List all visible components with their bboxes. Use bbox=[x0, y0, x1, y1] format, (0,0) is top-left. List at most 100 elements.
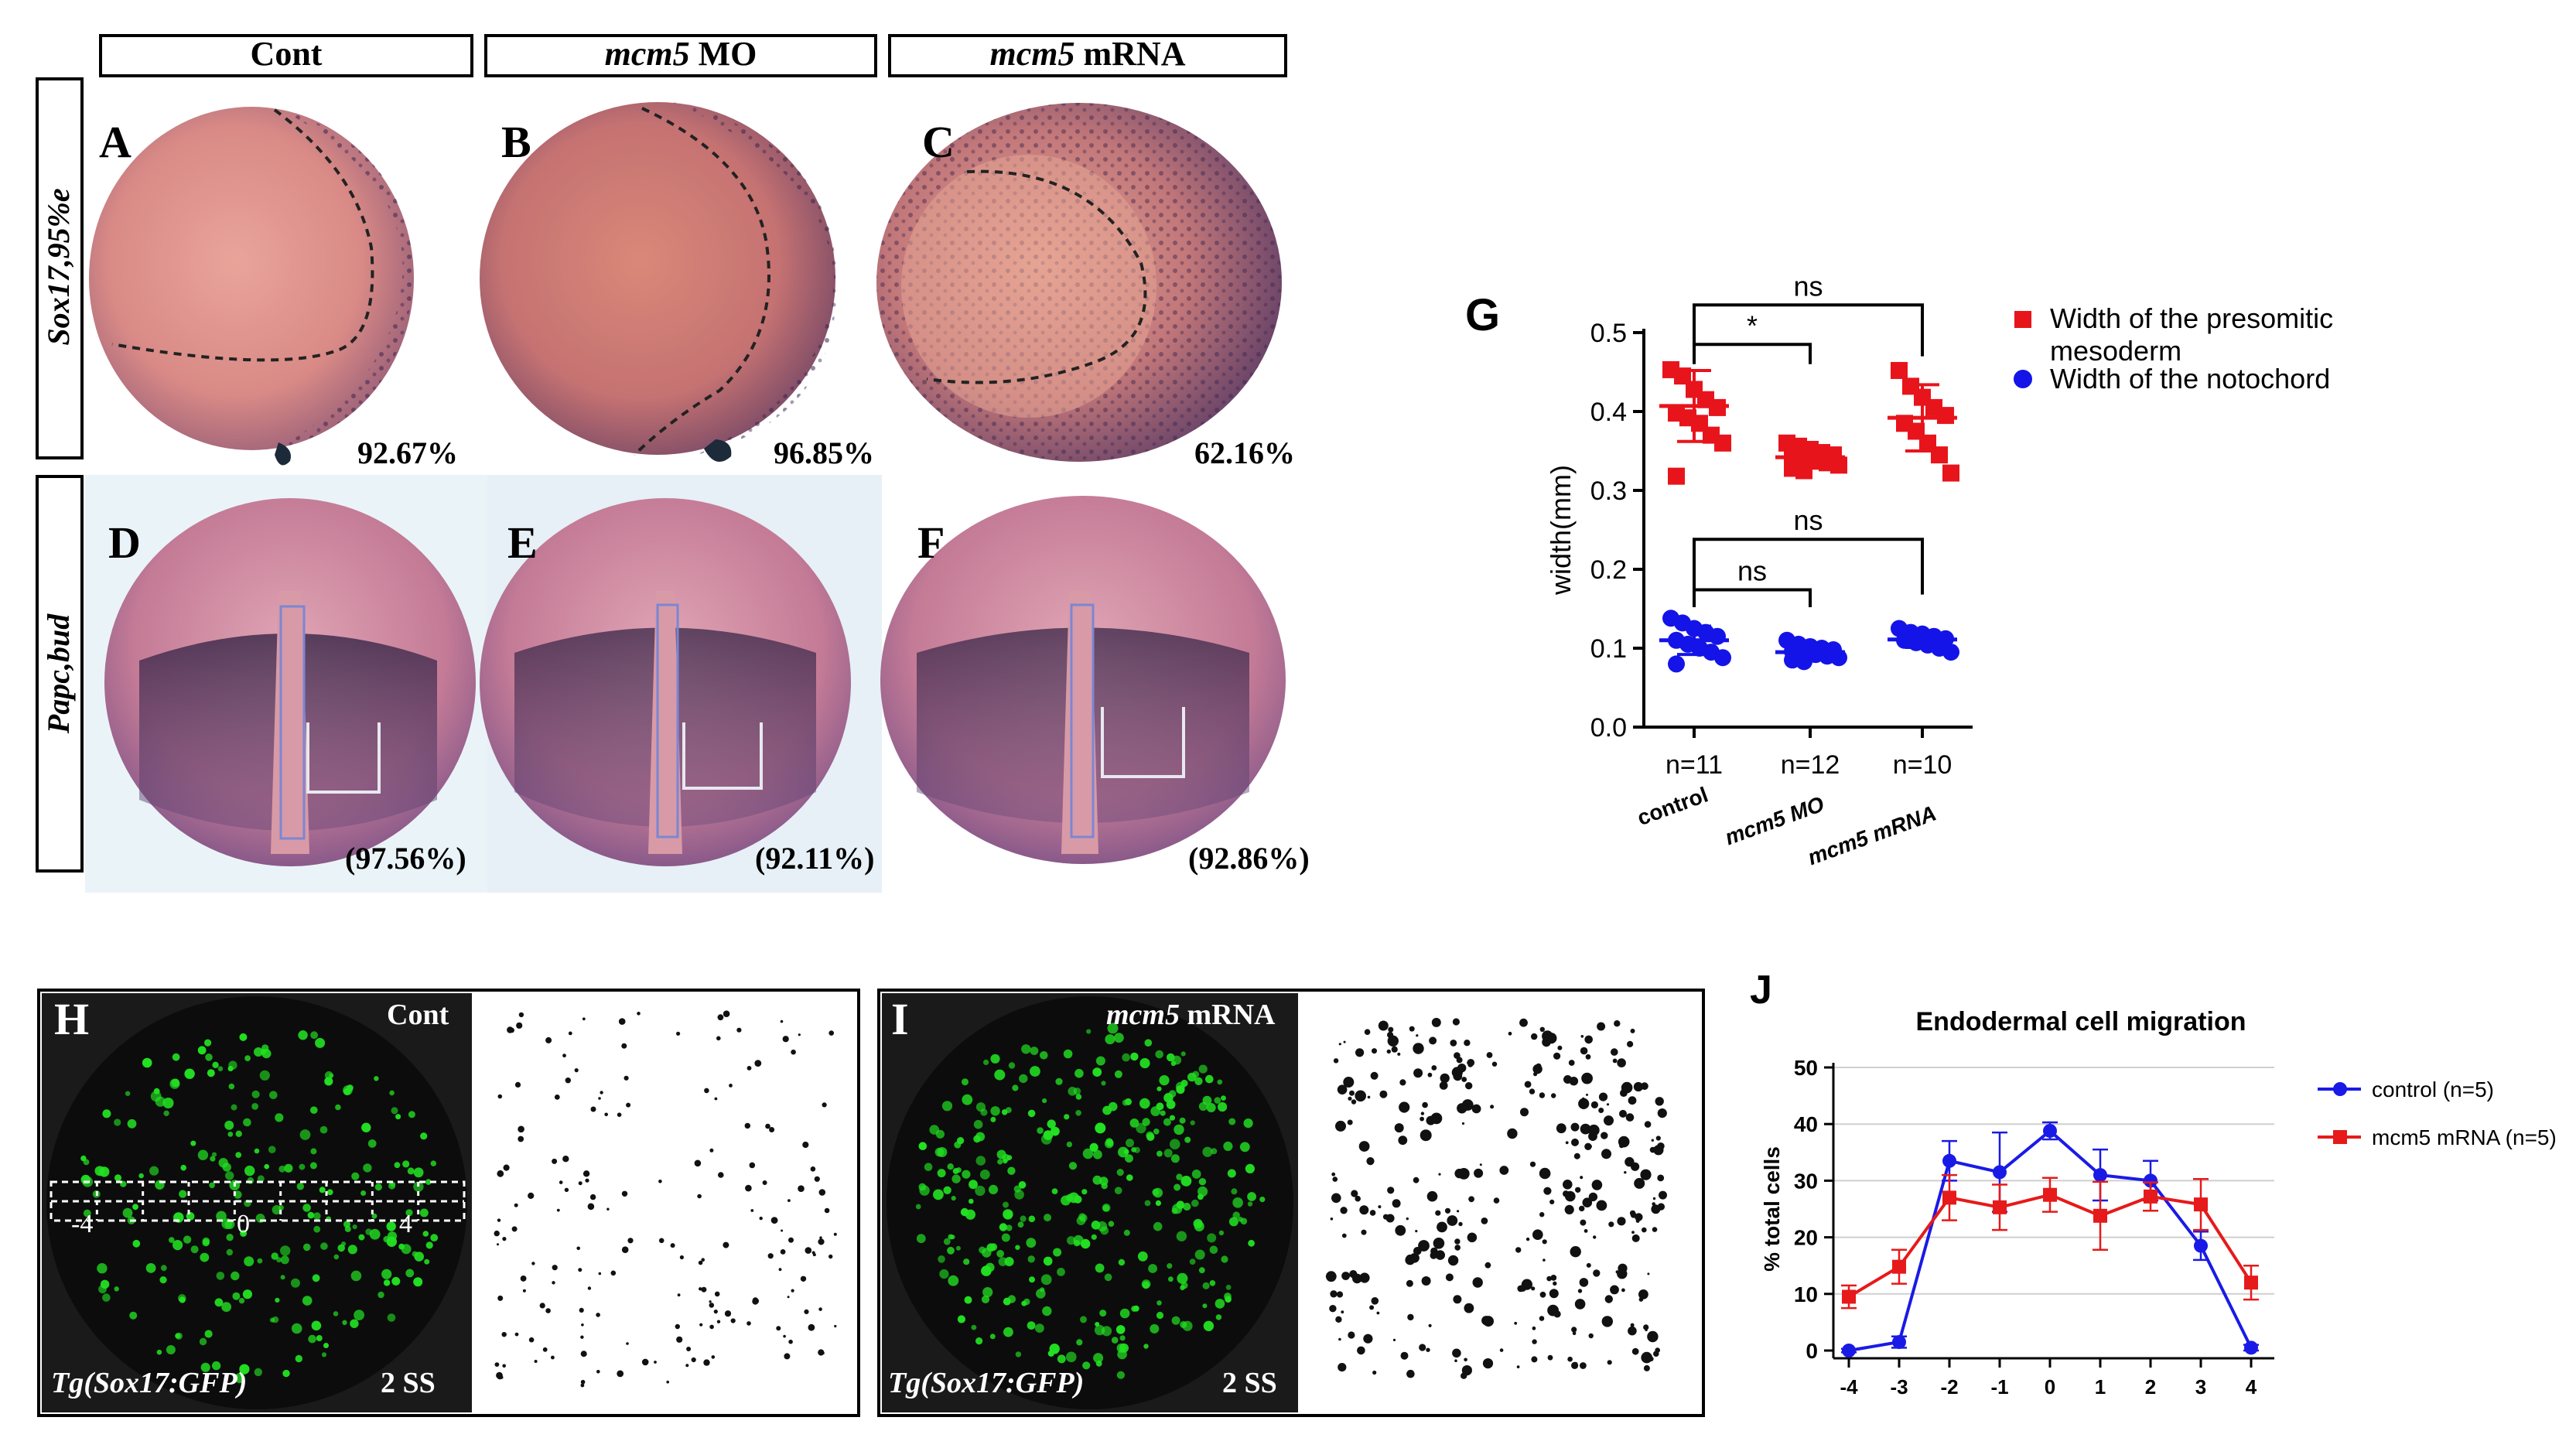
gfp-cell bbox=[260, 1048, 267, 1055]
binary-cell bbox=[1580, 1123, 1591, 1135]
gfp-cell bbox=[975, 1185, 986, 1197]
gfp-cell bbox=[957, 1137, 965, 1145]
gfp-cell bbox=[971, 1324, 977, 1330]
legend-text: mcm5 mRNA (n=5) bbox=[2372, 1125, 2557, 1149]
gfp-cell bbox=[1076, 1339, 1083, 1346]
binary-cell bbox=[716, 1320, 721, 1323]
gfp-cell bbox=[156, 1349, 162, 1355]
gfp-cell bbox=[1053, 1248, 1062, 1257]
pct-e: (92.11%) bbox=[755, 841, 875, 876]
binary-cell bbox=[1399, 1079, 1406, 1086]
binary-cell bbox=[522, 1289, 526, 1293]
gfp-cell bbox=[371, 1213, 378, 1219]
gfp-cell bbox=[1259, 1197, 1266, 1203]
binary-cell bbox=[621, 1190, 628, 1197]
header-mo-gene: mcm5 bbox=[604, 35, 690, 73]
binary-cell bbox=[565, 1077, 571, 1084]
gfp-cell bbox=[1177, 1272, 1188, 1284]
binary-cell bbox=[1447, 1215, 1458, 1226]
gfp-cell bbox=[1153, 1221, 1163, 1231]
binary-cell bbox=[1553, 1052, 1561, 1060]
data-point bbox=[2144, 1189, 2157, 1204]
gfp-cell bbox=[321, 1352, 327, 1358]
binary-cell bbox=[754, 1060, 762, 1067]
binary-cell bbox=[1641, 1351, 1652, 1364]
binary-cell bbox=[1337, 1084, 1348, 1095]
binary-cell bbox=[1519, 1018, 1528, 1027]
panel-label-c: C bbox=[922, 117, 955, 167]
binary-cell bbox=[1431, 1065, 1437, 1071]
binary-cell bbox=[621, 1043, 627, 1049]
binary-cell bbox=[1570, 1122, 1580, 1132]
binary-cell bbox=[814, 1176, 820, 1182]
binary-cell bbox=[819, 1236, 822, 1239]
gfp-cell bbox=[1063, 1049, 1073, 1059]
binary-cell bbox=[559, 1180, 563, 1184]
gfp-cell bbox=[1081, 1238, 1091, 1249]
gfp-cell bbox=[166, 1345, 176, 1354]
binary-cell bbox=[1378, 1205, 1382, 1209]
binary-cell bbox=[1597, 1022, 1606, 1031]
binary-cell bbox=[1422, 1101, 1428, 1108]
binary-cell bbox=[1543, 1258, 1546, 1262]
gfp-cell bbox=[169, 1237, 175, 1243]
binary-cell bbox=[1444, 1207, 1451, 1214]
gfp-cell bbox=[211, 1152, 217, 1157]
panel-label-i: I bbox=[891, 994, 909, 1044]
gfp-cell bbox=[420, 1132, 428, 1140]
gfp-cell bbox=[234, 1373, 245, 1384]
binary-cell bbox=[658, 1180, 662, 1183]
binary-cell bbox=[1624, 1171, 1627, 1174]
i-bottom-right: 2 SS bbox=[1222, 1367, 1277, 1399]
embryo-b bbox=[480, 102, 838, 463]
gfp-cell bbox=[1075, 1094, 1082, 1100]
binary-cell bbox=[1349, 1270, 1358, 1279]
binary-cell bbox=[1577, 1289, 1583, 1293]
gfp-cell bbox=[209, 1182, 215, 1189]
gfp-cell bbox=[183, 1235, 192, 1244]
binary-cell bbox=[1631, 1234, 1640, 1242]
binary-cell bbox=[1406, 1217, 1409, 1221]
binary-cell bbox=[1394, 1123, 1404, 1133]
binary-cell bbox=[1571, 1327, 1577, 1333]
gfp-cell bbox=[1205, 1074, 1214, 1084]
data-point bbox=[1993, 1165, 2007, 1180]
binary-cell bbox=[618, 1018, 626, 1025]
gfp-cell bbox=[1029, 1276, 1035, 1283]
binary-cell bbox=[1329, 1305, 1337, 1313]
gfp-cell bbox=[1043, 1256, 1053, 1266]
gfp-cell bbox=[965, 1209, 975, 1220]
binary-cell bbox=[699, 1323, 703, 1327]
gfp-cell bbox=[419, 1208, 429, 1217]
binary-cell bbox=[552, 1281, 555, 1285]
binary-cell bbox=[1431, 1017, 1441, 1027]
gfp-cell bbox=[320, 1242, 328, 1250]
binary-cell bbox=[598, 1272, 602, 1276]
gfp-cell bbox=[312, 1274, 320, 1282]
gfp-cell bbox=[387, 1313, 396, 1322]
gfp-cell bbox=[1245, 1163, 1255, 1173]
gfp-cell bbox=[1225, 1284, 1232, 1290]
gfp-cell bbox=[1179, 1117, 1186, 1124]
gfp-cell bbox=[1118, 1258, 1126, 1266]
binary-cell bbox=[509, 1027, 514, 1033]
binary-cell bbox=[1369, 1305, 1375, 1310]
binary-cell bbox=[1395, 1224, 1406, 1236]
binary-cell bbox=[1348, 1096, 1352, 1101]
binary-cell bbox=[576, 1246, 580, 1251]
binary-cell bbox=[511, 1226, 518, 1232]
row2-label: Papc,bud bbox=[41, 613, 76, 734]
binary-cell bbox=[1631, 1162, 1640, 1171]
gfp-cell bbox=[150, 1091, 162, 1102]
binary-cell bbox=[1579, 1278, 1589, 1287]
gfp-cell bbox=[235, 1152, 242, 1158]
gfp-cell bbox=[1074, 1068, 1084, 1078]
binary-cell bbox=[1372, 1370, 1377, 1375]
binary-cell bbox=[765, 1123, 770, 1129]
gfp-cell bbox=[1101, 1183, 1108, 1190]
gfp-cell bbox=[302, 1243, 311, 1252]
binary-cell bbox=[1464, 1358, 1467, 1362]
series-line bbox=[1848, 1129, 2253, 1352]
binary-cell bbox=[1529, 1088, 1536, 1095]
data-point bbox=[1937, 407, 1954, 425]
